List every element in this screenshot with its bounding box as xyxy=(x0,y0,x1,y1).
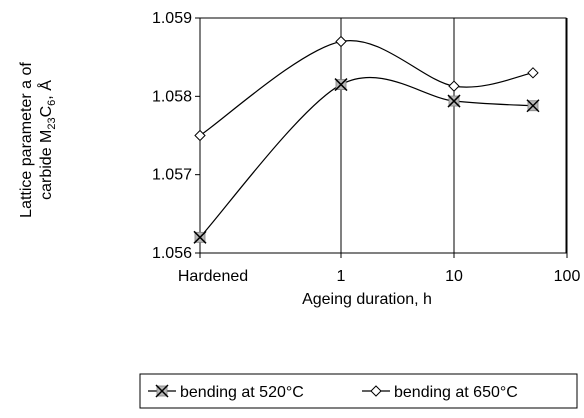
legend-marker-1 xyxy=(370,385,382,397)
series-0-point-1 xyxy=(334,78,348,92)
legend-label-0: bending at 520°C xyxy=(180,384,304,401)
x-tick-label-3: 100 xyxy=(554,268,581,285)
legend-marker-0 xyxy=(155,384,169,398)
plot-area-frame xyxy=(199,17,567,254)
legend-label-1: bending at 650°C xyxy=(394,384,518,401)
y-title-sub2: 6 xyxy=(46,100,58,106)
y-tick-label-2: 1.058 xyxy=(152,88,192,105)
legend-box xyxy=(139,373,578,409)
y-title-suffix: , Å xyxy=(36,80,55,100)
y-title-prefix: carbide M xyxy=(38,130,55,200)
series-layer xyxy=(193,35,540,244)
series-1-point-2 xyxy=(448,80,460,92)
legend: bending at 520°C bending at 650°C xyxy=(139,373,578,409)
x-tick-label-0: Hardened xyxy=(178,268,248,285)
y-title-mid: C xyxy=(38,106,55,118)
series-0-point-0 xyxy=(193,230,207,244)
y-axis-title: Lattice parameter a of carbide M23C6, Å xyxy=(18,62,58,218)
series-1-point-0 xyxy=(194,129,206,142)
x-axis-ticks: Hardened 1 10 100 xyxy=(178,253,581,285)
x-tick-label-2: 10 xyxy=(445,268,463,285)
y-axis-title-line2: carbide M23C6, Å xyxy=(36,80,58,200)
x-axis-title: Ageing duration, h xyxy=(302,291,432,308)
y-tick-label-1: 1.057 xyxy=(152,167,192,184)
series-1-point-3 xyxy=(527,67,539,79)
y-tick-label-3: 1.059 xyxy=(152,10,192,27)
y-tick-label-0: 1.056 xyxy=(152,245,192,262)
x-tick-label-1: 1 xyxy=(337,268,346,285)
grid-lines xyxy=(199,18,568,253)
series-0-point-3 xyxy=(526,99,540,113)
series-0-point-2 xyxy=(447,94,461,108)
series-line-0 xyxy=(199,76,534,238)
series-1-point-1 xyxy=(335,35,347,48)
y-title-sub1: 23 xyxy=(46,117,58,129)
series-line-1 xyxy=(199,40,534,136)
y-axis-title-line1: Lattice parameter a of xyxy=(18,62,35,218)
y-axis-ticks: 1.056 1.057 1.058 1.059 xyxy=(152,10,200,262)
